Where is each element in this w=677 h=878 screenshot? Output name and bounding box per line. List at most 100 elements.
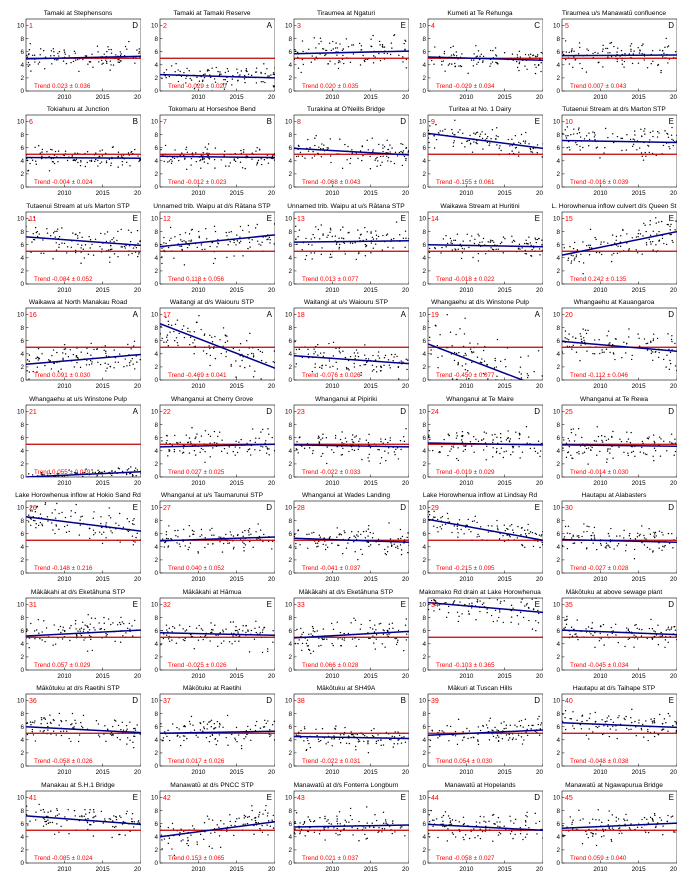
data-point bbox=[209, 335, 210, 336]
chart-panel-27: 024681020102015202027DTrend 0.040 ± 0.05… bbox=[142, 493, 275, 583]
data-point bbox=[185, 78, 186, 79]
data-point bbox=[641, 635, 642, 636]
data-point bbox=[633, 646, 634, 647]
data-point bbox=[32, 729, 33, 730]
data-point bbox=[354, 352, 355, 353]
data-point bbox=[575, 59, 576, 60]
panel-title: Tokiahuru at Junction bbox=[12, 106, 144, 114]
data-point bbox=[577, 619, 578, 620]
data-point bbox=[114, 641, 115, 642]
data-point bbox=[390, 538, 391, 539]
data-point bbox=[357, 352, 358, 353]
data-point bbox=[180, 442, 181, 443]
data-point bbox=[501, 242, 502, 243]
grade-label: D bbox=[400, 407, 406, 416]
data-point bbox=[583, 337, 584, 338]
data-point bbox=[209, 348, 210, 349]
data-point bbox=[361, 372, 362, 373]
data-point bbox=[265, 362, 266, 363]
data-point bbox=[659, 436, 660, 437]
data-point bbox=[261, 81, 262, 82]
data-point bbox=[98, 622, 99, 623]
data-point bbox=[482, 60, 483, 61]
data-point bbox=[192, 152, 193, 153]
chart-panel-7: 02468102010201520207BTrend -0.012 ± 0.02… bbox=[142, 107, 275, 197]
data-point bbox=[227, 68, 228, 69]
data-point bbox=[391, 354, 392, 355]
data-point bbox=[101, 161, 102, 162]
data-point bbox=[38, 63, 39, 64]
data-point bbox=[658, 132, 659, 133]
data-point bbox=[602, 441, 603, 442]
data-point bbox=[298, 155, 299, 156]
data-point bbox=[296, 156, 297, 157]
data-point bbox=[477, 56, 478, 57]
data-point bbox=[210, 622, 211, 623]
data-point bbox=[95, 618, 96, 619]
data-point bbox=[167, 161, 168, 162]
data-point bbox=[373, 238, 374, 239]
data-point bbox=[237, 72, 238, 73]
data-point bbox=[70, 349, 71, 350]
data-point bbox=[57, 161, 58, 162]
data-point bbox=[216, 67, 217, 68]
data-point bbox=[367, 457, 368, 458]
data-point bbox=[38, 619, 39, 620]
y-tick-label: 0 bbox=[154, 377, 158, 384]
trend-annotation: Trend -0.084 ± 0.052 bbox=[34, 276, 93, 283]
data-point bbox=[180, 546, 181, 547]
data-point bbox=[260, 632, 261, 633]
data-point bbox=[137, 533, 138, 534]
data-point bbox=[497, 620, 498, 621]
panel-plot: 024681020102015202026ETrend -0.148 ± 0.2… bbox=[8, 493, 141, 583]
data-point bbox=[539, 456, 540, 457]
data-point bbox=[94, 161, 95, 162]
data-point bbox=[26, 55, 27, 56]
data-point bbox=[262, 652, 263, 653]
data-point bbox=[489, 142, 490, 143]
data-point bbox=[650, 132, 651, 133]
y-tick-label: 10 bbox=[17, 312, 25, 319]
data-point bbox=[500, 243, 501, 244]
data-point bbox=[136, 247, 137, 248]
data-point bbox=[65, 348, 66, 349]
data-point bbox=[447, 518, 448, 519]
data-point bbox=[390, 542, 391, 543]
data-point bbox=[126, 474, 127, 475]
data-point bbox=[108, 249, 109, 250]
data-point bbox=[201, 435, 202, 436]
data-point bbox=[314, 59, 315, 60]
data-point bbox=[372, 355, 373, 356]
data-point bbox=[653, 630, 654, 631]
data-point bbox=[30, 43, 31, 44]
data-point bbox=[226, 335, 227, 336]
data-point bbox=[637, 333, 638, 334]
data-point bbox=[459, 519, 460, 520]
data-point bbox=[594, 536, 595, 537]
data-point bbox=[491, 615, 492, 616]
x-tick-label: 2015 bbox=[364, 94, 379, 101]
data-point bbox=[75, 52, 76, 53]
y-tick-label: 8 bbox=[20, 422, 24, 429]
data-point bbox=[66, 63, 67, 64]
data-point bbox=[320, 38, 321, 39]
data-point bbox=[215, 635, 216, 636]
data-point bbox=[470, 348, 471, 349]
data-point bbox=[317, 438, 318, 439]
data-point bbox=[198, 625, 199, 626]
y-tick-label: 2 bbox=[422, 268, 426, 275]
data-point bbox=[253, 356, 254, 357]
data-point bbox=[219, 339, 220, 340]
data-point bbox=[120, 60, 121, 61]
data-point bbox=[579, 146, 580, 147]
y-tick-label: 8 bbox=[422, 325, 426, 332]
y-tick-label: 4 bbox=[154, 351, 158, 358]
grade-label: C bbox=[534, 21, 540, 30]
data-point bbox=[521, 373, 522, 374]
data-point bbox=[376, 238, 377, 239]
data-point bbox=[312, 151, 313, 152]
data-point bbox=[395, 547, 396, 548]
data-point bbox=[343, 63, 344, 64]
data-point bbox=[335, 47, 336, 48]
